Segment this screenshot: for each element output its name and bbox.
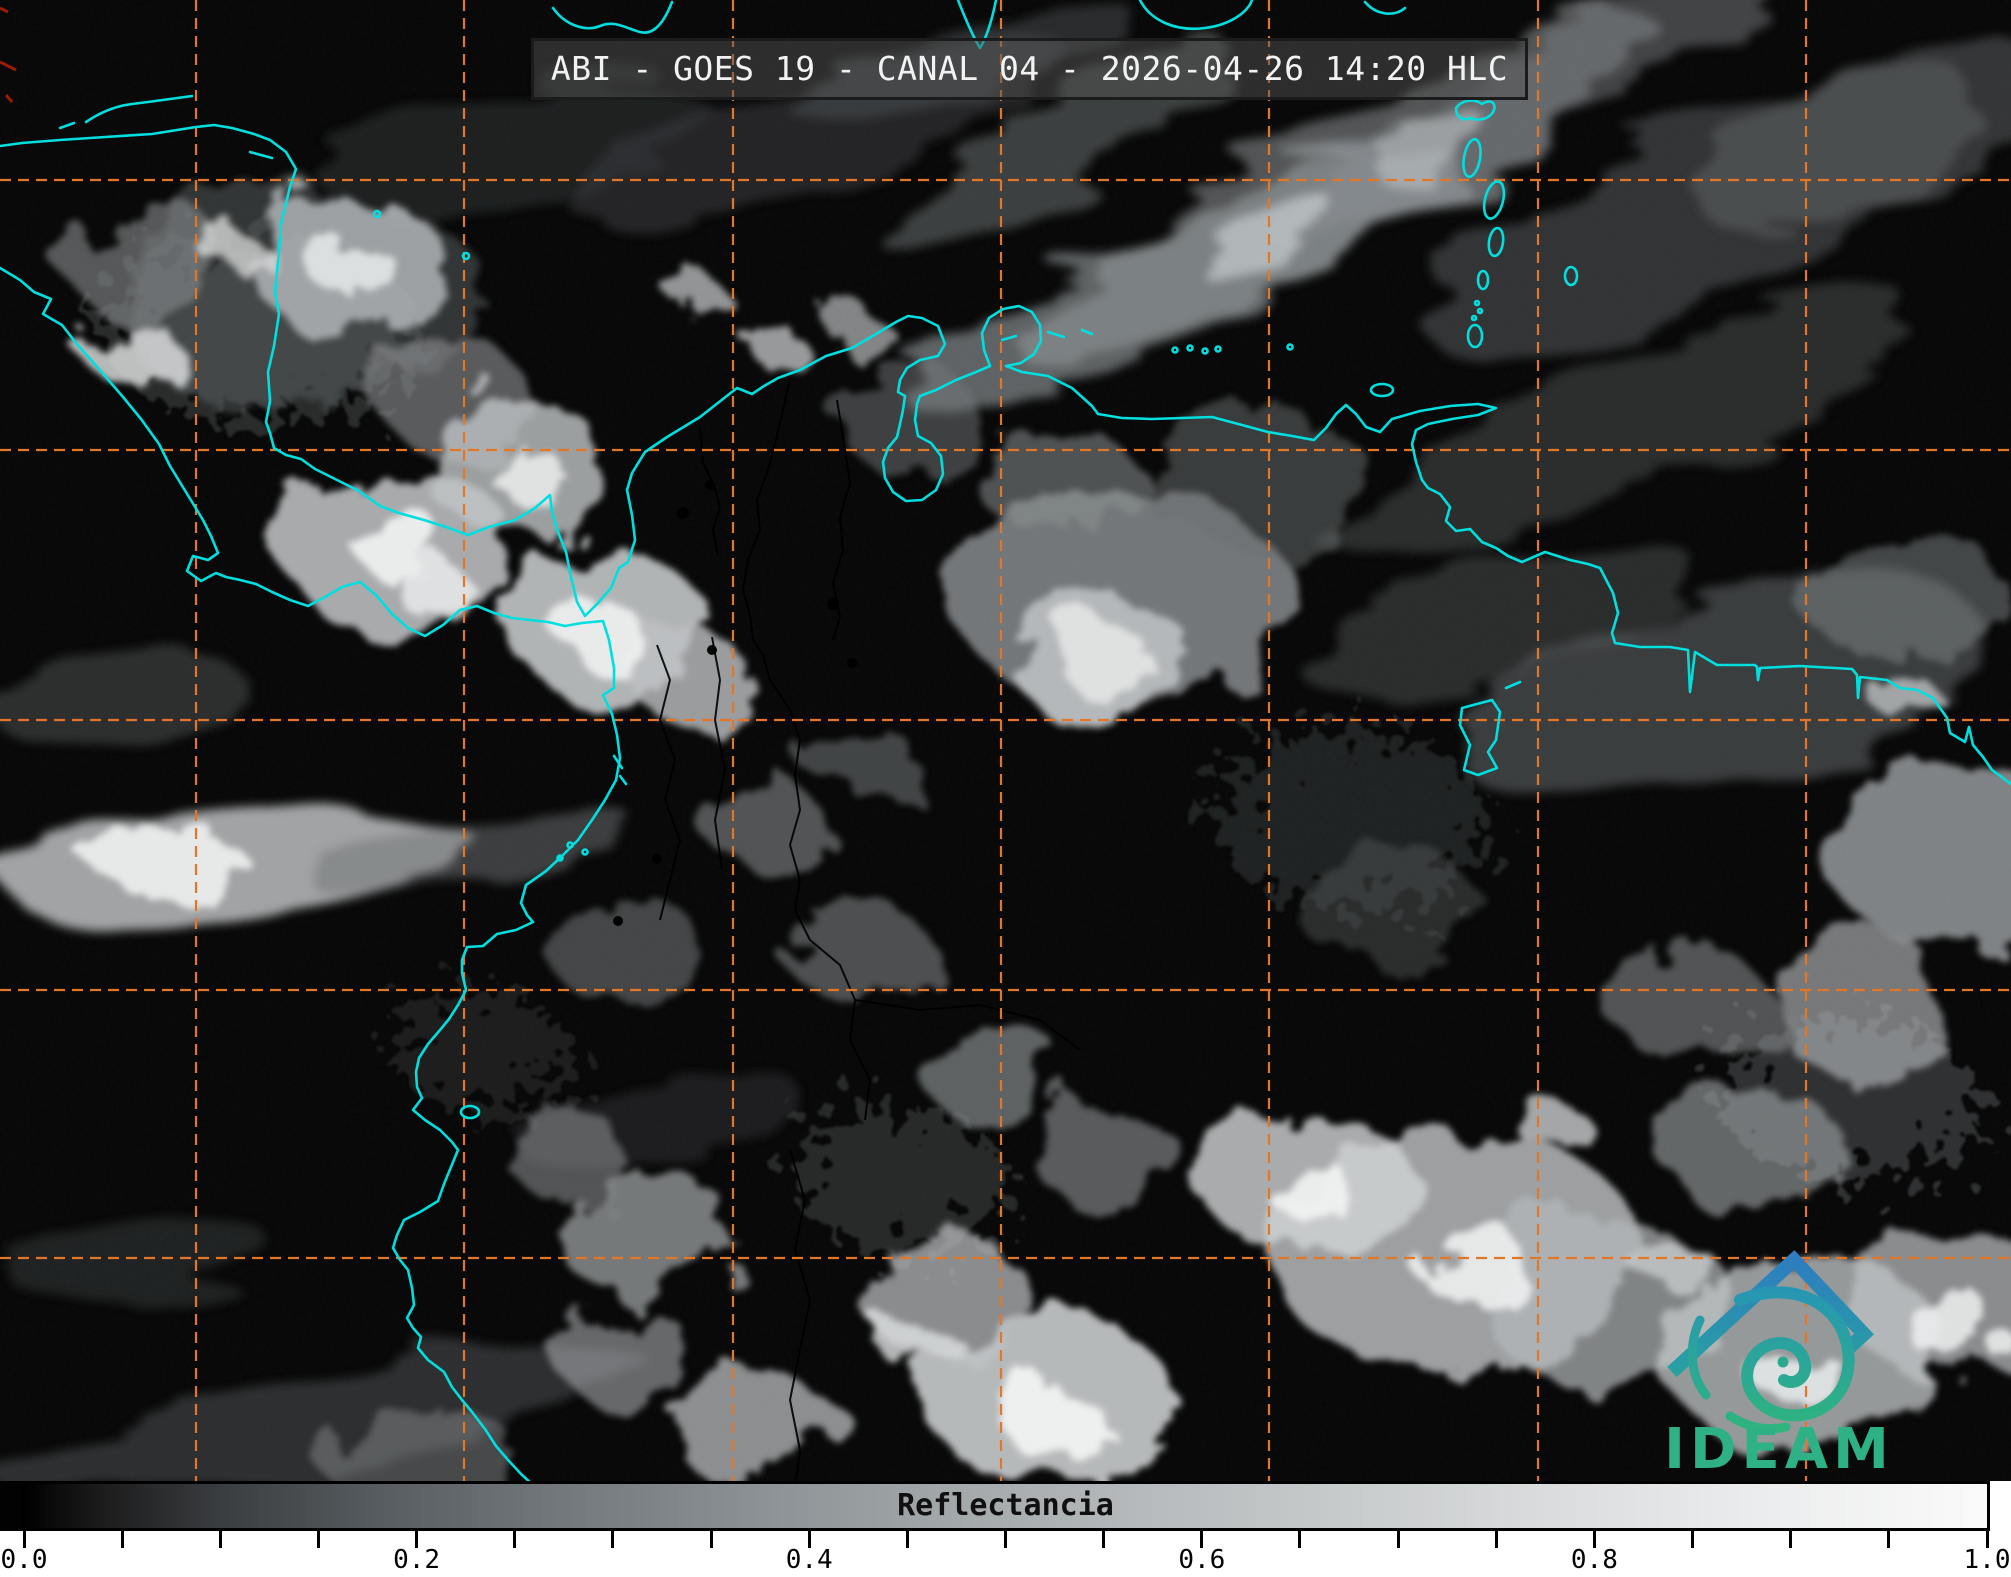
mountain-icon: [1667, 1250, 1874, 1378]
colorbar-tick: [709, 1531, 713, 1548]
hurricane-swirl-icon: [1687, 1286, 1855, 1434]
colorbar-tick: [807, 1531, 811, 1548]
colorbar-label: Reflectancia: [897, 1488, 1114, 1523]
colorbar-tick: [120, 1531, 124, 1548]
colorbar-tick: [1985, 1531, 1989, 1548]
colorbar-tick: [1298, 1531, 1302, 1548]
colorbar-tick-label: 0.6: [1178, 1545, 1226, 1575]
colorbar-tick-label: 0.8: [1570, 1545, 1618, 1575]
coastline-pacific: [0, 266, 622, 1481]
colorbar-tick: [1494, 1531, 1498, 1548]
colorbar-tick: [1691, 1531, 1695, 1548]
colorbar-tick: [513, 1531, 517, 1548]
cloud-layer: [0, 0, 2011, 1481]
colorbar-tick: [1004, 1531, 1007, 1548]
city-dots: [613, 480, 857, 926]
image-title: ABI - GOES 19 - CANAL 04 - 2026-04-26 14…: [550, 49, 1509, 88]
colorbar-tick: [1200, 1531, 1204, 1548]
coastline-layer: [0, 0, 2011, 1481]
colorbar-gradient: Reflectancia: [21, 1481, 1990, 1531]
colorbar-tick: [1887, 1531, 1891, 1548]
coastline-central-america-caribbean: [0, 123, 947, 618]
colorbar-tick: [316, 1531, 320, 1548]
coastline-trinidad: [1458, 698, 1502, 777]
colorbar-tick: [415, 1531, 419, 1548]
colorbar-tick: [1789, 1531, 1793, 1548]
colorbar-tick: [905, 1531, 909, 1548]
coastline-venezuela-north: [918, 304, 2011, 786]
graticule-layer: [0, 0, 2011, 1481]
colorbar-tick-label: 0.4: [785, 1545, 833, 1575]
title-banner: ABI - GOES 19 - CANAL 04 - 2026-04-26 14…: [531, 38, 1528, 100]
colorbar-tick: [218, 1531, 222, 1548]
ideam-logo: IDEAM: [1664, 1250, 1894, 1482]
colorbar-tick: [611, 1531, 615, 1548]
coastline-lake-maracaibo: [881, 394, 945, 503]
colorbar-tick: [1592, 1531, 1596, 1548]
colorbar-tick: [1396, 1531, 1400, 1548]
colorbar-tick: [1102, 1531, 1106, 1548]
colorbar-tick-label: 1.0: [1963, 1545, 2011, 1575]
political-borders-layer: [613, 377, 1081, 1481]
logo-text: IDEAM: [1664, 1417, 1894, 1482]
colorbar-tick-label: 0.2: [393, 1545, 441, 1575]
colorbar-tick-label: 0.0: [0, 1545, 48, 1575]
red-boundary-fragments: [0, 6, 17, 103]
island-fragments: [58, 0, 1579, 1120]
colorbar-tick: [22, 1531, 26, 1548]
